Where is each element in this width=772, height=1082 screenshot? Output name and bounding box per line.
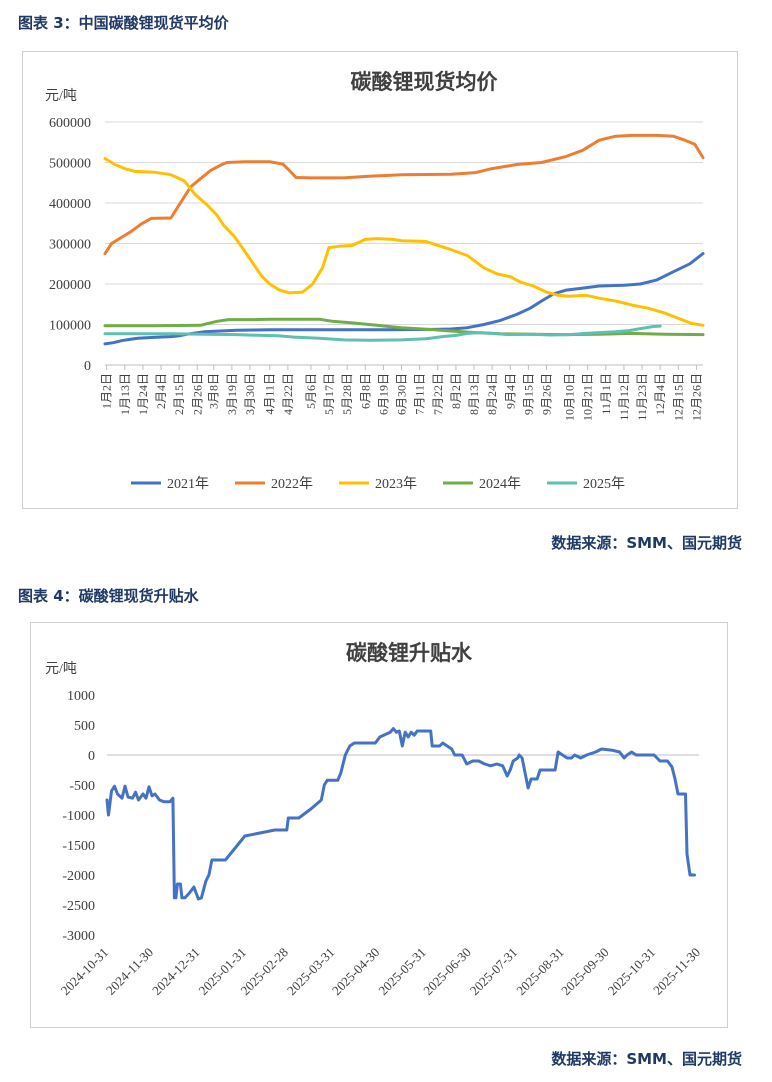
chart2-y-tick-label: 500 [74,719,95,734]
chart1-y-tick-label: 600000 [49,116,91,131]
chart1-x-tick-label: 10月21日 [581,373,595,421]
figure4-source: 数据来源：SMM、国元期货 [551,1050,742,1068]
chart1-y-unit: 元/吨 [45,88,77,104]
chart1-x-tick-label: 10月10日 [563,373,577,421]
chart2-x-tick-label: 2025-07-31 [467,945,521,999]
chart2-title: 碳酸锂升贴水 [346,641,473,665]
chart2-y-tick-label: 0 [88,749,95,764]
series-line-2023年 [103,157,705,327]
chart1-x-tick-label: 11月12日 [617,373,631,421]
chart1-x-tick-label: 7月11日 [413,373,427,415]
chart1-x-tick-label: 8月2日 [449,373,463,409]
series-line-2025年 [103,324,662,342]
chart1-x-tick-label: 11月23日 [635,373,649,421]
chart2-x-tick-label: 2024-10-31 [58,945,112,999]
chart1-x-tick-label: 11月1日 [599,373,613,415]
chart1-x-tick-label: 7月22日 [431,373,445,415]
chart2-x-tick-label: 2025-06-30 [420,945,474,999]
chart1-x-tick-label: 6月8日 [358,373,372,409]
figure3-heading: 图表 3：中国碳酸锂现货平均价 [18,14,229,32]
chart2-y-tick-label: -1000 [62,809,95,824]
chart1-y-tick-label: 300000 [49,238,91,253]
chart1-y-tick-label: 0 [84,359,91,374]
legend-label-2025年: 2025年 [583,476,625,492]
chart2-y-tick-label: -2000 [62,869,95,884]
chart2-y-tick-label: -3000 [62,929,95,944]
chart1-x-tick-label: 6月19日 [376,373,390,415]
chart1-x-tick-label: 1月2日 [100,373,114,409]
legend-label-2021年: 2021年 [167,476,209,492]
chart1-x-tick-label: 4月22日 [281,373,295,415]
chart2-x-tick-label: 2025-03-31 [284,945,338,999]
chart1-x-tick-label: 3月8日 [207,373,221,409]
chart1-y-tick-label: 500000 [49,157,91,172]
chart1-x-tick-label: 5月6日 [304,373,318,409]
chart2-y-tick-label: 1000 [67,689,95,704]
chart2-x-tick-label: 2024-12-31 [149,945,203,999]
chart1-x-tick-label: 8月24日 [485,373,499,415]
basis-series-line [105,727,696,901]
chart2-y-unit: 元/吨 [45,661,77,677]
chart1-x-tick-label: 12月4日 [653,373,667,415]
chart2-frame: 碳酸锂升贴水元/吨 1000 500 0 -500 -1000 -1500 -2000 -250… [30,622,728,1028]
chart1-x-tick-label: 3月30日 [243,373,257,415]
chart1-x-tick-label: 5月28日 [340,373,354,415]
chart1-y-tick-label: 100000 [49,319,91,334]
figure3-source: 数据来源：SMM、国元期货 [551,534,742,552]
chart1-frame: 碳酸锂现货均价元/吨 600000 500000 400000 300000 200000… [22,51,738,509]
chart1-x-tick-label: 12月26日 [689,373,703,421]
chart1-x-tick-label: 2月26日 [190,373,204,415]
chart1-x-tick-label: 5月17日 [322,373,336,415]
chart1-x-tick-label: 6月30日 [395,373,409,415]
chart1-x-tick-label: 12月15日 [671,373,685,421]
chart1-x-tick-label: 4月11日 [263,373,277,415]
chart1-x-tick-label: 9月26日 [539,373,553,415]
series-line-2021年 [103,252,705,346]
chart1-y-tick-label: 200000 [49,278,91,293]
chart1-x-tick-label: 1月24日 [136,373,150,415]
chart2-x-tick-label: 2025-05-31 [375,945,429,999]
series-line-2022年 [103,133,705,256]
chart1-x-tick-label: 2月4日 [154,373,168,409]
legend-label-2024年: 2024年 [479,476,521,492]
chart2-x-tick-label: 2025-09-30 [558,945,612,999]
chart1-x-tick-label: 8月13日 [467,373,481,415]
figure4-heading: 图表 4：碳酸锂现货升贴水 [18,587,199,605]
chart2-x-tick-label: 2025-08-31 [513,945,567,999]
chart2-x-tick-label: 2025-11-30 [650,945,703,998]
chart1-x-tick-label: 9月15日 [521,373,535,415]
chart1-x-tick-label: 1月13日 [118,373,132,415]
chart2-x-tick-label: 2024-11-30 [103,945,156,998]
chart2-y-tick-label: -2500 [62,899,95,914]
chart1-x-tick-label: 9月4日 [503,373,517,409]
chart1-title: 碳酸锂现货均价 [351,70,499,94]
legend-label-2022年: 2022年 [271,476,313,492]
chart2-y-tick-label: -500 [69,779,95,794]
chart2-y-tick-label: -1500 [62,839,95,854]
chart1-x-tick-label: 3月19日 [225,373,239,415]
chart2-x-tick-label: 2025-04-30 [329,945,383,999]
chart1-y-tick-label: 400000 [49,197,91,212]
chart1-x-tick-label: 2月15日 [172,373,186,415]
chart2-x-tick-label: 2025-10-31 [605,945,659,999]
legend-label-2023年: 2023年 [375,476,417,492]
